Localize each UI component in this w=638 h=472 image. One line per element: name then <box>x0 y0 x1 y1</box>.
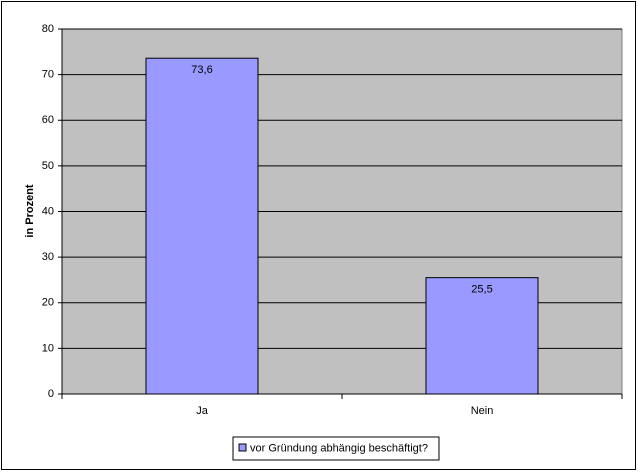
y-tick-label: 20 <box>42 297 54 309</box>
legend-label: vor Gründung abhängig beschäftigt? <box>250 442 428 454</box>
bar <box>145 57 259 395</box>
y-tick-label: 70 <box>42 69 54 81</box>
y-tick-label: 40 <box>42 205 54 217</box>
value-label: 25,5 <box>471 284 492 296</box>
bar <box>425 277 539 395</box>
y-tick-label: 0 <box>48 388 54 400</box>
y-tick-label: 80 <box>42 23 54 35</box>
y-tick-label: 30 <box>42 251 54 263</box>
y-tick-label: 60 <box>42 114 54 126</box>
legend-box <box>232 436 440 461</box>
x-tick-label: Ja <box>196 405 209 417</box>
y-axis-label: in Prozent <box>24 184 36 238</box>
value-label: 73,6 <box>191 64 212 76</box>
y-tick-label: 10 <box>42 342 54 354</box>
legend-swatch <box>238 443 247 452</box>
x-tick-label: Nein <box>471 405 494 417</box>
y-tick-label: 50 <box>42 160 54 172</box>
